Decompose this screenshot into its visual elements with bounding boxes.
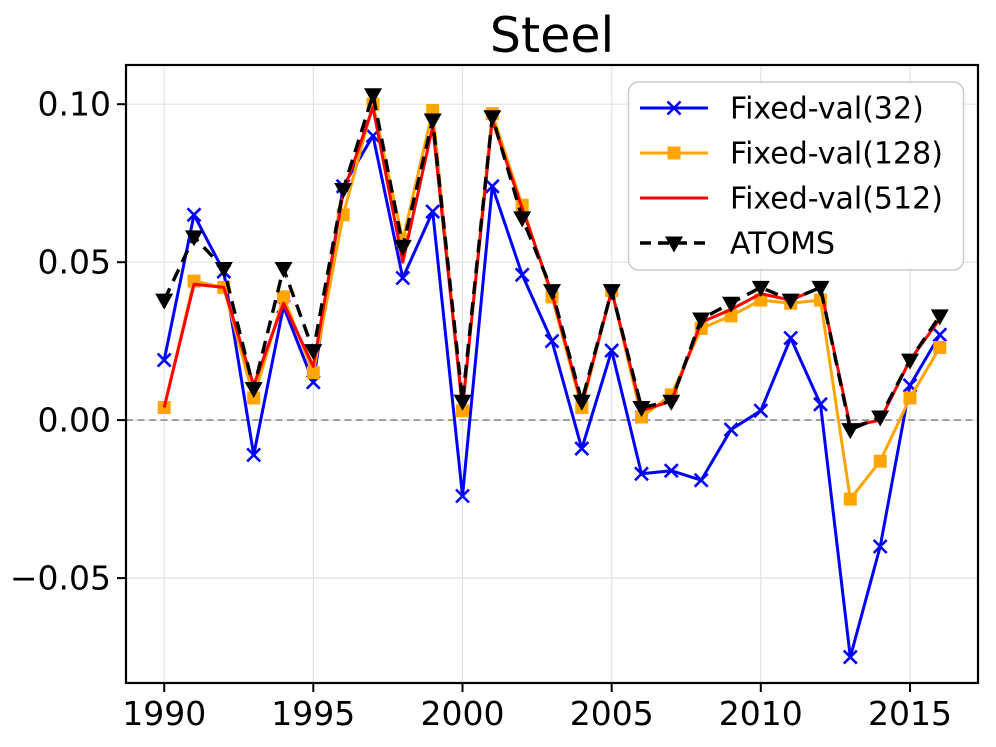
triangle-down-marker [185,230,203,247]
x-marker [693,472,709,488]
x-marker [455,488,470,504]
triangle-down-marker [751,280,770,297]
axes [124,63,980,685]
triangle-down-marker [543,284,561,301]
y-tick-label: 0.10 [38,85,111,124]
legend-item-fixed-val-32: Fixed-val(32) [640,92,924,127]
square-marker [903,391,917,405]
triangle-down-marker [722,296,740,313]
triangle-down-marker [364,88,382,105]
legend-item-fixed-val-512: Fixed-val(512) [640,182,943,217]
x-marker [753,403,769,419]
triangle-down-marker [304,344,323,361]
x-marker [842,649,858,665]
x-marker [604,343,620,359]
x-marker [634,466,649,482]
x-marker [813,396,828,412]
x-tick-label: 2010 [719,694,803,733]
triangle-down-marker [274,262,293,278]
x-marker [783,330,799,346]
x-marker [723,422,739,438]
triangle-down-marker [871,410,890,427]
legend-label: ATOMS [730,227,835,262]
triangle-down-marker [513,211,532,228]
square-marker [247,391,261,405]
x-marker [932,327,948,343]
triangle-down-marker [841,423,860,440]
y-tick-label: 0.00 [38,401,111,440]
legend-item-atoms: ATOMS [640,227,835,262]
triangle-down-marker [334,183,353,199]
triangle-down-marker [811,280,830,297]
x-marker [395,270,411,286]
legend-x-marker [666,100,682,116]
x-marker [186,207,202,223]
square-marker [843,492,857,506]
x-marker [574,441,590,457]
x-marker [484,178,500,194]
triangle-down-marker [692,312,711,329]
triangle-down-marker [483,110,502,127]
series-atoms [155,88,949,440]
triangle-down-marker [901,353,919,370]
x-tick-label: 2000 [421,694,505,733]
legend-box [627,81,965,271]
triangle-down-marker [930,309,949,326]
square-marker [873,454,887,468]
x-tick-label: 1995 [271,694,355,733]
legend-item-fixed-val-128: Fixed-val(128) [640,137,943,172]
triangle-down-marker [393,239,412,256]
x-marker [514,267,530,283]
triangle-down-marker [662,394,681,411]
x-tick-label: 2005 [570,694,654,733]
triangle-down-marker [214,262,233,278]
triangle-down-marker [572,394,591,411]
legend-triangle-down-marker [665,236,683,253]
chart-title: Steel [490,7,614,64]
x-marker [156,352,172,368]
x-tick-label: 1990 [122,694,206,733]
triangle-down-marker [423,113,442,130]
axes-spines [124,63,980,685]
legend-label: Fixed-val(32) [730,92,924,127]
y-tick-label: 0.05 [38,243,111,282]
legend: Fixed-val(32) Fixed-val(128) Fixed-val(512… [627,81,965,271]
square-marker [306,366,320,380]
x-marker [246,447,262,463]
triangle-down-marker [453,394,472,411]
triangle-down-marker [781,293,800,310]
square-marker [933,341,947,354]
triangle-down-marker [155,293,174,310]
legend-square-marker [667,146,681,160]
legend-label: Fixed-val(128) [730,137,943,172]
square-marker [724,309,738,323]
x-marker [872,539,888,554]
x-tick-label: 2015 [868,694,952,733]
data-series [155,88,949,665]
tick-labels: 1990 1995 2000 2005 2010 2015 0.10 0.05 0.00 −0.0… [10,85,952,733]
y-tick-label: −0.05 [10,559,111,598]
triangle-down-marker [632,401,651,417]
triangle-down-marker [244,382,263,398]
x-marker [544,333,560,349]
legend-label: Fixed-val(512) [730,182,943,217]
square-marker [277,290,290,304]
triangle-down-marker [602,284,621,301]
x-marker [663,463,679,479]
x-marker [425,204,441,220]
